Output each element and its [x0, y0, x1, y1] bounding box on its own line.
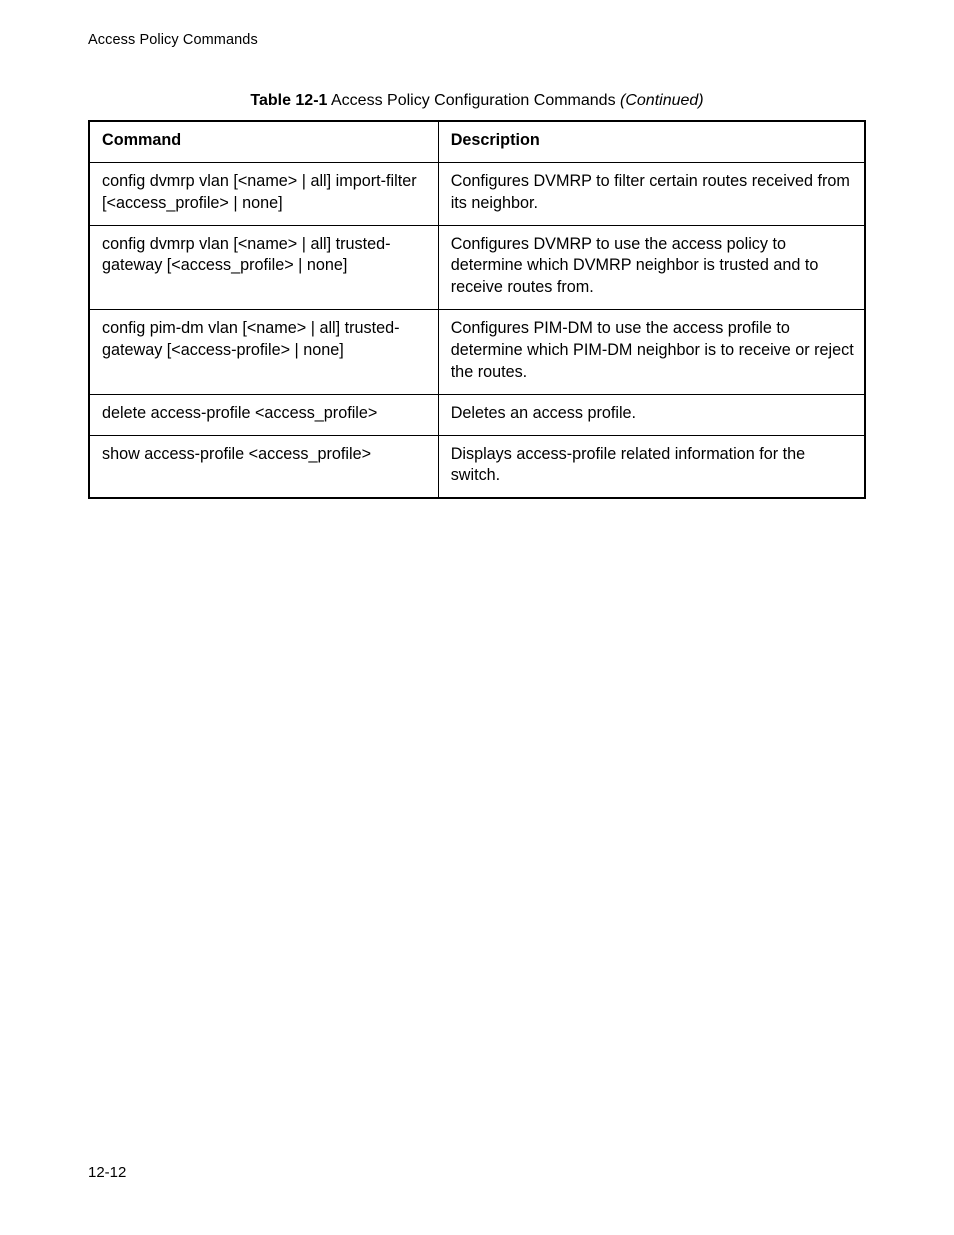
- cell-description: Configures DVMRP to use the access polic…: [438, 225, 865, 310]
- table-row: config dvmrp vlan [<name> | all] import-…: [89, 162, 865, 225]
- commands-table: Command Description config dvmrp vlan [<…: [88, 120, 866, 499]
- table-row: delete access-profile <access_profile> D…: [89, 394, 865, 435]
- running-header: Access Policy Commands: [88, 32, 866, 48]
- cell-command: show access-profile <access_profile>: [89, 435, 438, 498]
- col-header-description: Description: [438, 121, 865, 162]
- table-row: config pim-dm vlan [<name> | all] truste…: [89, 310, 865, 395]
- cell-description: Configures PIM-DM to use the access prof…: [438, 310, 865, 395]
- cell-command: delete access-profile <access_profile>: [89, 394, 438, 435]
- page-number: 12-12: [88, 1164, 126, 1181]
- table-row: config dvmrp vlan [<name> | all] trusted…: [89, 225, 865, 310]
- table-caption-prefix: Table 12-1: [250, 92, 327, 109]
- table-row: show access-profile <access_profile> Dis…: [89, 435, 865, 498]
- col-header-command: Command: [89, 121, 438, 162]
- cell-command: config pim-dm vlan [<name> | all] truste…: [89, 310, 438, 395]
- cell-description: Displays access-profile related informat…: [438, 435, 865, 498]
- table-caption-suffix: (Continued): [620, 92, 704, 109]
- cell-description: Configures DVMRP to filter certain route…: [438, 162, 865, 225]
- cell-command: config dvmrp vlan [<name> | all] trusted…: [89, 225, 438, 310]
- table-header-row: Command Description: [89, 121, 865, 162]
- table-caption: Table 12-1 Access Policy Configuration C…: [88, 92, 866, 110]
- cell-command: config dvmrp vlan [<name> | all] import-…: [89, 162, 438, 225]
- table-caption-title: Access Policy Configuration Commands: [331, 92, 616, 109]
- cell-description: Deletes an access profile.: [438, 394, 865, 435]
- page: Access Policy Commands Table 12-1 Access…: [0, 0, 954, 1235]
